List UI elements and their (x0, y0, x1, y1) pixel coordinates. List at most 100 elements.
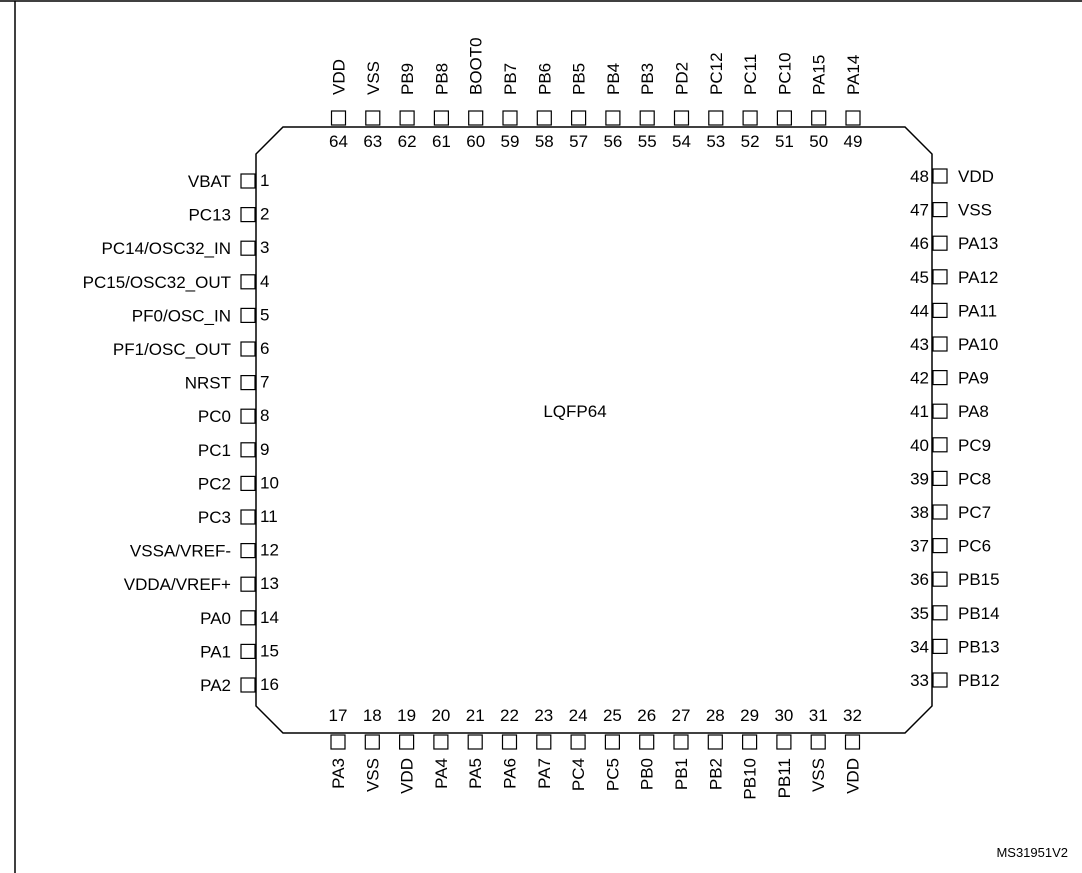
pin-pad (240, 643, 256, 660)
pin-42-pa9: 42 PA9 (910, 369, 989, 388)
pin-label: VSS (363, 758, 382, 792)
pin-number: 12 (260, 541, 279, 560)
pin-number: 20 (431, 706, 450, 725)
pin-pad (741, 734, 758, 750)
pin-pad (399, 110, 415, 126)
pin-number: 35 (910, 604, 929, 623)
pin-number: 11 (260, 507, 278, 526)
pin-number: 14 (260, 608, 279, 627)
pin-label: PF1/OSC_OUT (113, 340, 231, 359)
pin-number: 32 (843, 706, 862, 725)
pin-52-pc11: 52 PC11 (741, 54, 760, 151)
pin-label: VSS (364, 61, 383, 95)
pin-number: 19 (397, 706, 416, 725)
pin-35-pb14: 35 PB14 (910, 604, 1000, 623)
pin-pad (707, 734, 723, 750)
pin-pad (776, 110, 793, 126)
pin-pad (240, 677, 256, 693)
pin-pad (536, 734, 552, 750)
pin-number: 10 (260, 473, 279, 492)
pin-pad (845, 110, 861, 126)
pin-number: 18 (363, 706, 382, 725)
pin-label: PA4 (432, 758, 451, 789)
pin-label: PA5 (466, 758, 485, 789)
pin-pad (570, 110, 587, 126)
pin-3-pc14-osc32-in: 3 PC14/OSC32_IN (102, 238, 270, 258)
pin-38-pc7: 38 PC7 (910, 503, 991, 522)
pin-label: PB2 (706, 758, 725, 790)
pin-label: VSS (809, 758, 828, 792)
pin-54-pd2: 54 PD2 (672, 62, 691, 151)
pins-top-group: 49 PA14 50 PA15 51 PC10 52 PC11 53 PC12 54 PD2 55 PB3… (329, 37, 863, 151)
pin-label: PA7 (535, 758, 554, 789)
pin-pad (240, 542, 256, 559)
pin-49-pa14: 49 PA14 (844, 55, 863, 151)
pin-pad (932, 336, 948, 352)
pin-pad (811, 110, 827, 126)
pin-55-pb3: 55 PB3 (638, 63, 657, 151)
pin-number: 58 (535, 132, 554, 151)
pin-41-pa8: 41 PA8 (910, 402, 989, 421)
pin-number: 5 (260, 305, 269, 324)
pin-pad (932, 168, 948, 184)
pin-label: PA9 (958, 369, 989, 388)
pin-46-pa13: 46 PA13 (910, 234, 998, 253)
pin-pad (240, 509, 256, 525)
pin-pad (932, 269, 948, 285)
pin-12-vssa-vref: 12 VSSA/VREF- (130, 541, 279, 561)
pin-label: NRST (185, 374, 231, 393)
pin-label: PC5 (603, 758, 622, 791)
pin-label: PA8 (958, 402, 989, 421)
pin-40-pc9: 40 PC9 (910, 436, 991, 455)
pin-number: 37 (910, 537, 929, 556)
pin-label: PB15 (958, 570, 1000, 589)
pin-number: 63 (363, 132, 382, 151)
pin-number: 8 (260, 406, 269, 425)
pin-pad (605, 110, 621, 126)
pin-label: PB7 (501, 63, 520, 95)
pin-label: PA12 (958, 268, 998, 287)
pin-32-vdd: 32 VDD (843, 706, 862, 794)
pin-pad (673, 734, 689, 750)
pin-number: 57 (569, 132, 588, 151)
pin-pad (639, 734, 655, 750)
pin-17-pa3: 17 PA3 (329, 706, 348, 789)
pin-pad (240, 307, 256, 323)
pin-number: 39 (910, 469, 929, 488)
pin-label: PA10 (958, 335, 998, 354)
pin-pad (433, 734, 449, 750)
pin-number: 43 (910, 335, 929, 354)
pin-number: 24 (569, 706, 588, 725)
pin-label: PA15 (810, 55, 829, 95)
pin-label: PB8 (432, 63, 451, 95)
pin-34-pb13: 34 PB13 (910, 637, 1000, 656)
pin-58-pb6: 58 PB6 (535, 63, 554, 151)
pin-pad (932, 370, 948, 386)
pin-pad (240, 475, 256, 491)
pin-label: PC2 (198, 474, 231, 493)
pin-pad (536, 110, 552, 126)
pin-label: PC4 (569, 758, 588, 791)
pin-43-pa10: 43 PA10 (910, 335, 998, 354)
pin-13-vdda-vref: 13 VDDA/VREF+ (124, 574, 279, 594)
pin-number: 44 (910, 301, 929, 320)
pin-pad (844, 734, 861, 750)
pin-1-vbat: 1 VBAT (188, 171, 270, 191)
pin-number: 21 (466, 706, 485, 725)
pin-number: 54 (672, 132, 691, 151)
pin-label: PB10 (741, 758, 760, 800)
pin-number: 38 (910, 503, 929, 522)
pin-18-vss: 18 VSS (363, 706, 382, 792)
pin-number: 62 (398, 132, 417, 151)
pin-16-pa2: 16 PA2 (200, 675, 279, 695)
pin-label: PB4 (604, 63, 623, 95)
pin-pad (240, 375, 256, 391)
pin-label: PC1 (198, 441, 231, 460)
pin-number: 27 (672, 706, 691, 725)
pin-pad (810, 734, 826, 750)
pin-number: 9 (260, 440, 269, 459)
pin-pad (501, 734, 518, 750)
pin-label: VDD (398, 758, 417, 794)
pin-pad (742, 110, 758, 126)
